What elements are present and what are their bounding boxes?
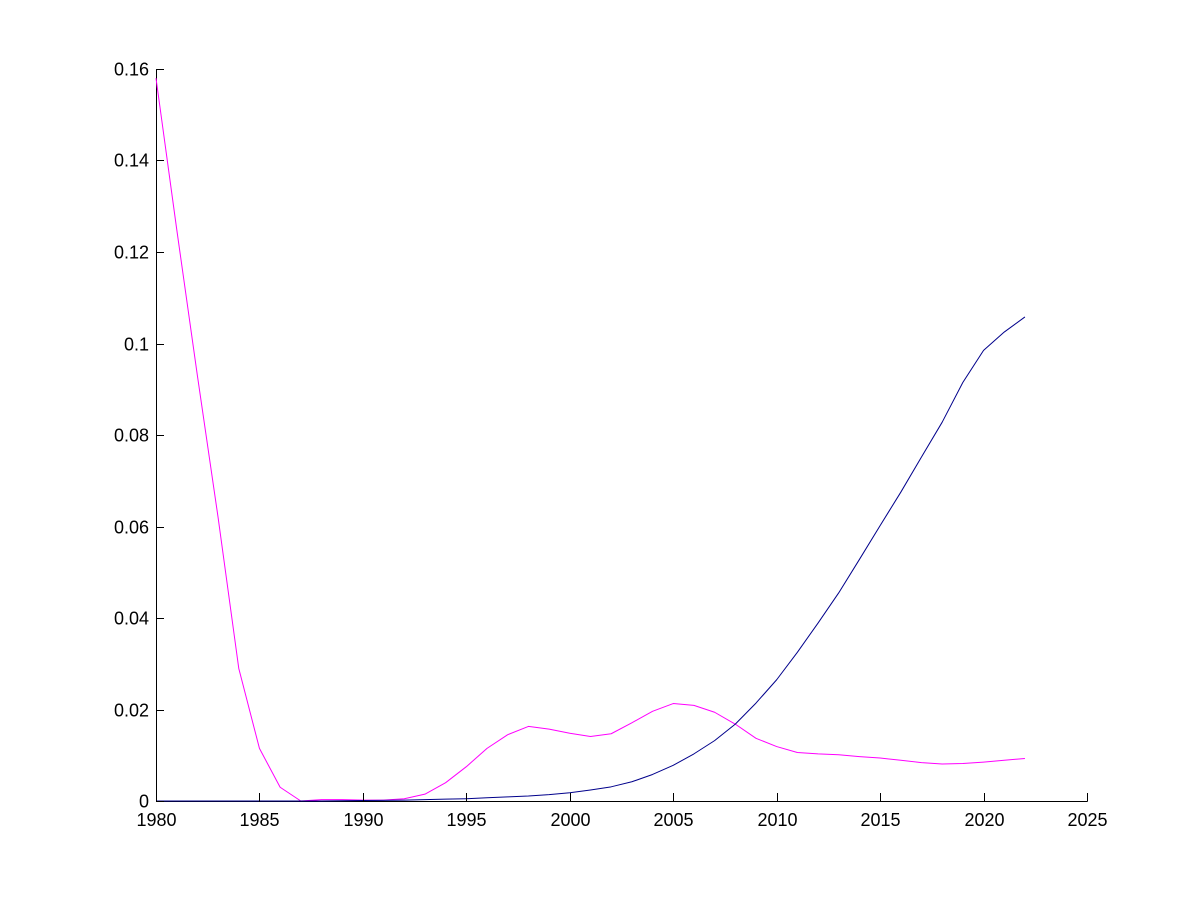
y-tick-label: 0.08 bbox=[114, 426, 149, 446]
x-tick-label: 2005 bbox=[653, 810, 693, 830]
x-tick-label: 2020 bbox=[964, 810, 1004, 830]
y-tick-label: 0.04 bbox=[114, 609, 149, 629]
y-tick-label: 0.1 bbox=[124, 335, 149, 355]
series-line-2 bbox=[156, 316, 1026, 802]
axis-ticks: 1980 1985 1990 1995 2000 2005 2010 2015 2020 2025… bbox=[114, 60, 1108, 831]
x-tick-label: 2010 bbox=[757, 810, 797, 830]
x-tick-label: 1985 bbox=[239, 810, 279, 830]
x-tick-label: 2015 bbox=[860, 810, 900, 830]
x-tick-label: 1990 bbox=[343, 810, 383, 830]
x-tick-label: 2000 bbox=[550, 810, 590, 830]
series-lines bbox=[155, 78, 1026, 802]
y-tick-label: 0.14 bbox=[114, 151, 149, 171]
y-tick-label: 0.16 bbox=[114, 60, 149, 80]
series-line-1 bbox=[155, 78, 1025, 802]
axes bbox=[156, 69, 1088, 802]
x-tick-label: 1980 bbox=[136, 810, 176, 830]
y-tick-label: 0 bbox=[139, 792, 149, 812]
y-tick-label: 0.06 bbox=[114, 518, 149, 538]
x-tick-label: 1995 bbox=[446, 810, 486, 830]
y-tick-label: 0.12 bbox=[114, 243, 149, 263]
x-tick-label: 2025 bbox=[1067, 810, 1107, 830]
y-tick-label: 0.02 bbox=[114, 701, 149, 721]
